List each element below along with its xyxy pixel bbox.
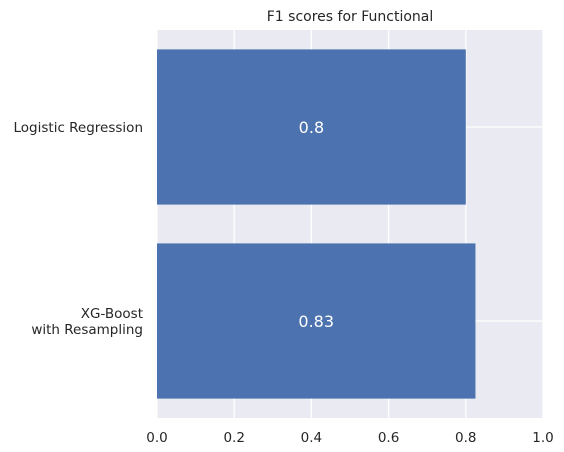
x-tick-labels: 0.0 0.2 0.4 0.6 0.8 1.0 — [146, 430, 553, 446]
chart-title: F1 scores for Functional — [267, 9, 434, 25]
y-category-label: XG-Boost with Resampling — [31, 306, 143, 338]
x-tick-label: 0.0 — [146, 430, 167, 446]
x-tick-label: 0.6 — [378, 430, 399, 446]
y-category-label: Logistic Regression — [14, 120, 144, 136]
y-category-label-line: with Resampling — [31, 322, 143, 338]
y-category-label-line: Logistic Regression — [14, 120, 144, 136]
y-category-label-line: XG-Boost — [81, 306, 143, 322]
x-tick-label: 0.4 — [301, 430, 322, 446]
x-tick-label: 0.2 — [223, 430, 244, 446]
x-tick-label: 1.0 — [532, 430, 553, 446]
bar-data-label: 0.8 — [299, 118, 324, 137]
x-tick-label: 0.8 — [455, 430, 476, 446]
bar-data-label: 0.83 — [298, 312, 334, 331]
y-category-labels: Logistic Regression XG-Boost with Resampli… — [14, 120, 144, 338]
